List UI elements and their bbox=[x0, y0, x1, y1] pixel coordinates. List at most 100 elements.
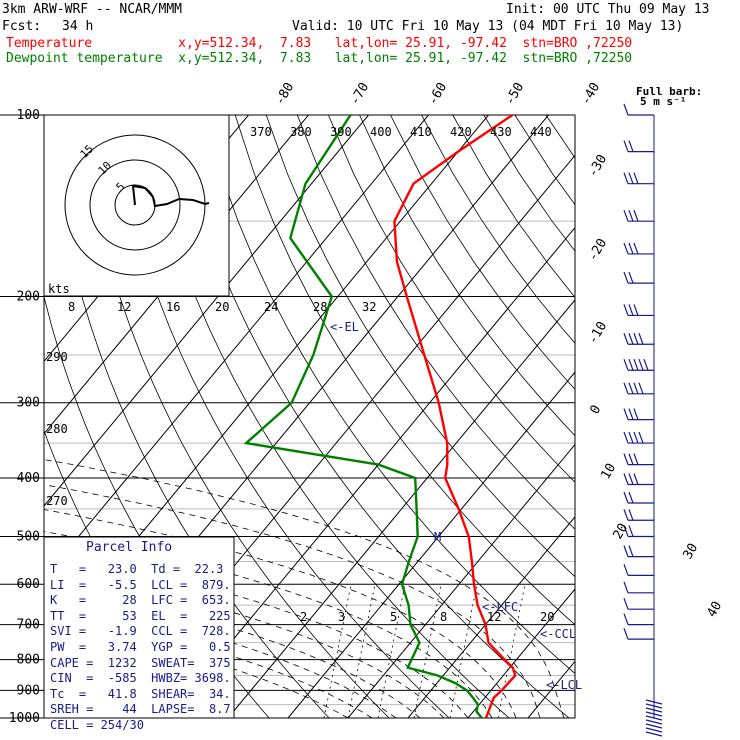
isotherm-label: -50 bbox=[502, 80, 527, 108]
wind-barb-flag bbox=[643, 359, 649, 371]
speed-tick-label: 8 bbox=[68, 300, 75, 314]
isotherm-label: -80 bbox=[272, 80, 297, 108]
dewpoint-legend: Dewpoint temperature x,y=512.34, 7.83 la… bbox=[6, 51, 633, 66]
wind-barb-surface bbox=[645, 703, 663, 709]
pressure-label: 200 bbox=[17, 290, 40, 305]
isotherm-label: -40 bbox=[578, 80, 603, 108]
parcel-info-row: K = 28 LFC = 653. bbox=[50, 593, 231, 608]
wind-barb-flag bbox=[623, 597, 629, 610]
isotherm-label: -60 bbox=[425, 80, 450, 108]
wind-barb-flag bbox=[623, 613, 629, 625]
isotherm-label: -10 bbox=[585, 319, 610, 347]
wind-barb-flag bbox=[633, 453, 639, 465]
wind-barb-surface bbox=[645, 707, 663, 713]
pressure-label: 300 bbox=[17, 396, 40, 411]
sounding-profiles bbox=[243, 115, 517, 718]
wind-barb-flag bbox=[623, 140, 629, 152]
pressure-label: 100 bbox=[17, 108, 40, 123]
wind-barb-flag bbox=[633, 172, 639, 184]
dry-adiabat bbox=[110, 115, 450, 718]
wind-barb-flag bbox=[628, 333, 634, 345]
dry-adiabat bbox=[483, 115, 575, 252]
pressure-label: 1000 bbox=[9, 711, 40, 726]
wind-barb-flag bbox=[628, 509, 634, 521]
isotherm-line bbox=[407, 516, 575, 718]
parcel-info-row: LI = -5.5 LCL = 879. bbox=[50, 577, 231, 592]
wind-barb-flag bbox=[628, 271, 634, 284]
wind-barb-surface bbox=[645, 731, 663, 737]
parcel-info-row: CELL = 254/30 bbox=[50, 718, 144, 732]
isotherm-line bbox=[347, 443, 575, 718]
wind-barb-flag bbox=[633, 473, 639, 485]
wind-barb-flag bbox=[623, 103, 629, 116]
wind-barb-flag bbox=[623, 525, 629, 537]
wind-barb-flag bbox=[638, 333, 644, 345]
theta-label: 440 bbox=[530, 125, 552, 139]
parcel-info-row: CIN = -585 HWBZ= 3698. bbox=[50, 671, 231, 686]
wind-barb-flag bbox=[623, 382, 629, 395]
isotherm-line bbox=[648, 115, 740, 718]
parcel-info-row: SREH = 44 LAPSE= 8.7 bbox=[50, 702, 231, 717]
isotherm-line bbox=[0, 115, 8, 718]
wind-barb-flag bbox=[623, 545, 629, 557]
wind-barb-flag bbox=[628, 172, 634, 184]
theta-label: 420 bbox=[450, 125, 472, 139]
mixing-ratio-label: 8 bbox=[440, 610, 447, 624]
isotherm-line bbox=[167, 226, 575, 718]
dry-adiabat bbox=[265, 115, 575, 578]
parcel-info-title: Parcel Info bbox=[86, 540, 173, 555]
wind-barb-flag bbox=[638, 431, 644, 444]
wind-barb-flag bbox=[623, 408, 629, 420]
plot-border bbox=[43, 114, 576, 719]
speed-tick-label: 28 bbox=[313, 300, 327, 314]
hodograph-units: kts bbox=[48, 282, 70, 296]
parcel-info-row: TT = 53 EL = 225 bbox=[50, 608, 231, 623]
pressure-label: 700 bbox=[17, 618, 40, 633]
dry-adiabat bbox=[670, 115, 740, 731]
pressure-label: 600 bbox=[17, 577, 40, 592]
mixing-ratio-label: 5 bbox=[390, 610, 397, 624]
hodograph-box bbox=[43, 114, 230, 297]
isotherm-label: -20 bbox=[585, 236, 610, 264]
wind-barb-flag bbox=[628, 359, 634, 371]
isotherm-line bbox=[287, 371, 575, 718]
wind-barb-surface bbox=[645, 719, 663, 725]
hodograph-trace bbox=[131, 184, 210, 208]
isotherm-label: -70 bbox=[347, 80, 372, 108]
mixing-ratio-label: 12 bbox=[487, 610, 501, 624]
wind-barb-flag bbox=[628, 431, 634, 444]
temperature-legend: Temperature x,y=512.34, 7.83 lat,lon= 25… bbox=[6, 36, 633, 51]
speed-tick-label: 16 bbox=[166, 300, 180, 314]
speed-tick-label: 12 bbox=[117, 300, 131, 314]
dry-adiabat bbox=[296, 115, 575, 530]
wind-barb-flag bbox=[623, 564, 629, 576]
parcel-info-row: Tc = 41.8 SHEAR= 34. bbox=[50, 686, 231, 701]
speed-tick-label: 32 bbox=[362, 300, 376, 314]
wind-barb-flag bbox=[633, 209, 639, 222]
wind-barb-flag bbox=[628, 304, 634, 316]
parcel-info-row: PW = 3.74 YGP = 0.5 bbox=[50, 640, 231, 654]
wind-barb-flag bbox=[638, 359, 644, 371]
mixing-ratio-line bbox=[323, 584, 352, 718]
temperature-profile bbox=[393, 115, 517, 718]
moist-adiabat bbox=[44, 607, 373, 718]
dry-adiabat bbox=[421, 115, 575, 344]
wind-barb-surface bbox=[645, 727, 663, 733]
dry-adiabat bbox=[452, 115, 575, 298]
isotherm-label: 30 bbox=[680, 541, 701, 562]
parcel-info-row: T = 23.0 Td = 22.3 bbox=[50, 562, 224, 576]
wind-barb-flag bbox=[628, 545, 634, 557]
init-time: Init: 00 UTC Thu 09 May 13 bbox=[506, 2, 710, 17]
skewt-grid bbox=[0, 114, 740, 731]
theta-label: 410 bbox=[410, 125, 432, 139]
barb-legend-value: 5 m s⁻¹ bbox=[640, 95, 686, 108]
isotherm-line bbox=[467, 588, 575, 718]
dewpoint-profile bbox=[243, 115, 483, 718]
pressure-label: 500 bbox=[17, 529, 40, 544]
wind-barb-flag bbox=[628, 382, 634, 395]
wind-barb-flag bbox=[623, 304, 629, 316]
parcel-info-row: SVI = -1.9 CCL = 728. bbox=[50, 624, 231, 639]
wind-barb-surface bbox=[645, 723, 663, 729]
wind-barbs bbox=[623, 103, 663, 737]
